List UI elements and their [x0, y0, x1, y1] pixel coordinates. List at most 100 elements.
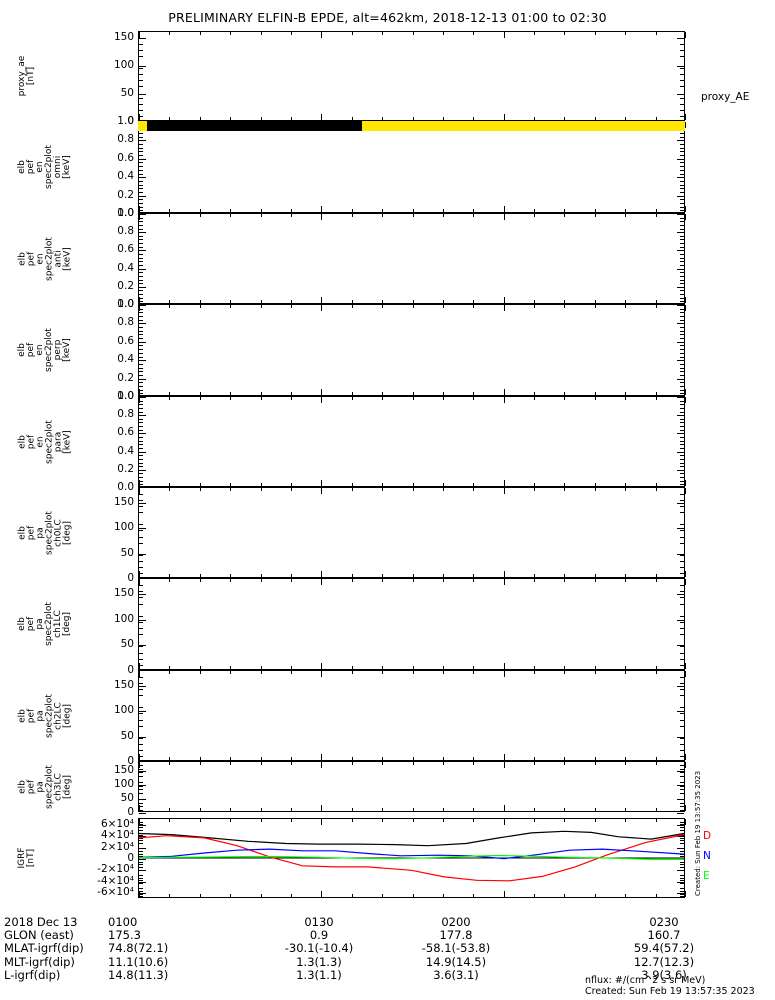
- xtick-mark: [139, 671, 140, 677]
- xtick-minor: [625, 214, 627, 217]
- xtick-minor: [625, 762, 627, 765]
- ytick-mark: [139, 268, 146, 270]
- xtick-minor: [351, 488, 353, 491]
- xtick-mark: [503, 32, 505, 38]
- xtick-mark: [139, 819, 140, 825]
- ytick-minor: [139, 356, 143, 358]
- xtick-mark: [685, 488, 686, 494]
- ytick-minor: [680, 407, 684, 409]
- ytick-minor: [139, 166, 143, 168]
- xtick-minor: [655, 32, 657, 35]
- xtick-minor: [169, 32, 171, 35]
- ytick-mark: [139, 528, 146, 530]
- ytick-minor: [139, 603, 143, 605]
- ytick-minor: [139, 473, 143, 475]
- xtick-minor: [442, 209, 444, 212]
- ytick-minor: [139, 283, 143, 285]
- ytick-mark: [677, 65, 684, 67]
- ytick-minor: [139, 334, 143, 336]
- status-bar-segment: [147, 121, 363, 131]
- ytick-minor: [139, 144, 143, 146]
- ytick-mark: [139, 415, 146, 417]
- ytick-minor: [680, 316, 684, 318]
- xtick-minor: [260, 300, 262, 303]
- xtick-mark: [321, 488, 323, 494]
- ytick-minor: [680, 447, 684, 449]
- xtick-minor: [169, 757, 171, 760]
- xtick-minor: [260, 214, 262, 217]
- ytick-minor: [139, 458, 143, 460]
- ytick-minor: [139, 864, 143, 866]
- ytick-minor: [680, 603, 684, 605]
- xtick-minor: [534, 209, 536, 212]
- xtick-minor: [382, 392, 384, 395]
- xtick-minor: [412, 671, 414, 674]
- xtick-minor: [382, 762, 384, 765]
- ytick-minor: [680, 707, 684, 709]
- xtick-minor: [199, 762, 201, 765]
- xtick-minor: [594, 483, 596, 486]
- ytick-label: 150: [113, 587, 134, 600]
- xtick-minor: [534, 808, 536, 811]
- ytick-minor: [139, 162, 143, 164]
- xtick-minor: [655, 894, 657, 897]
- ytick-mark: [677, 214, 684, 215]
- xtick-minor: [534, 214, 536, 217]
- xtick-minor: [290, 117, 292, 120]
- xtick-minor: [564, 392, 566, 395]
- xtick-minor: [625, 300, 627, 303]
- xtick-minor: [594, 488, 596, 491]
- xtick-minor: [473, 819, 475, 822]
- xtick-minor: [230, 894, 232, 897]
- xtick-mark: [685, 32, 686, 38]
- ytick-label: -4×10⁴: [97, 874, 134, 887]
- xtick-mark: [139, 206, 140, 212]
- xtick-minor: [534, 117, 536, 120]
- xtick-mark: [685, 122, 686, 128]
- ytick-minor: [139, 867, 143, 868]
- ytick-minor: [680, 221, 684, 223]
- xtick-minor: [412, 483, 414, 486]
- ytick-minor: [680, 191, 684, 193]
- xtick-minor: [260, 757, 262, 760]
- xtick-mark: [321, 297, 323, 303]
- ytick-mark: [677, 881, 684, 883]
- xtick-minor: [260, 666, 262, 669]
- xtick-minor: [290, 579, 292, 582]
- ytick-minor: [139, 494, 143, 496]
- xtick-minor: [594, 762, 596, 765]
- xtick-mark: [503, 571, 505, 577]
- igrf-legend-d: D: [703, 830, 712, 842]
- ytick-minor: [680, 440, 684, 442]
- xtick-minor: [534, 483, 536, 486]
- xtick-mark: [321, 32, 323, 38]
- ytick-mark: [677, 341, 684, 343]
- xtick-minor: [655, 209, 657, 212]
- xtick-minor: [594, 574, 596, 577]
- ytick-mark: [139, 770, 146, 772]
- ytick-minor: [680, 426, 684, 428]
- xtick-mark: [685, 805, 686, 811]
- ytick-minor: [139, 400, 143, 402]
- ytick-minor: [139, 883, 143, 884]
- ytick-minor: [139, 530, 143, 532]
- ytick-minor: [680, 371, 684, 373]
- ytick-minor: [680, 615, 684, 617]
- xtick-minor: [534, 305, 536, 308]
- ytick-minor: [139, 829, 143, 831]
- ytick-label: 0.6: [117, 151, 134, 164]
- xtick-mark: [321, 480, 323, 486]
- ytick-minor: [680, 829, 684, 831]
- ytick-minor: [139, 536, 143, 538]
- ytick-minor: [680, 264, 684, 266]
- ytick-mark: [677, 177, 684, 179]
- ytick-minor: [680, 677, 684, 679]
- xtick-minor: [534, 671, 536, 674]
- info-row-label: MLT-igrf(dip): [4, 954, 75, 969]
- xtick-mark: [685, 480, 686, 486]
- xtick-mark: [139, 397, 140, 403]
- ytick-minor: [139, 792, 143, 794]
- ytick-minor: [139, 772, 143, 774]
- ytick-minor: [680, 536, 684, 538]
- xtick-minor: [534, 392, 536, 395]
